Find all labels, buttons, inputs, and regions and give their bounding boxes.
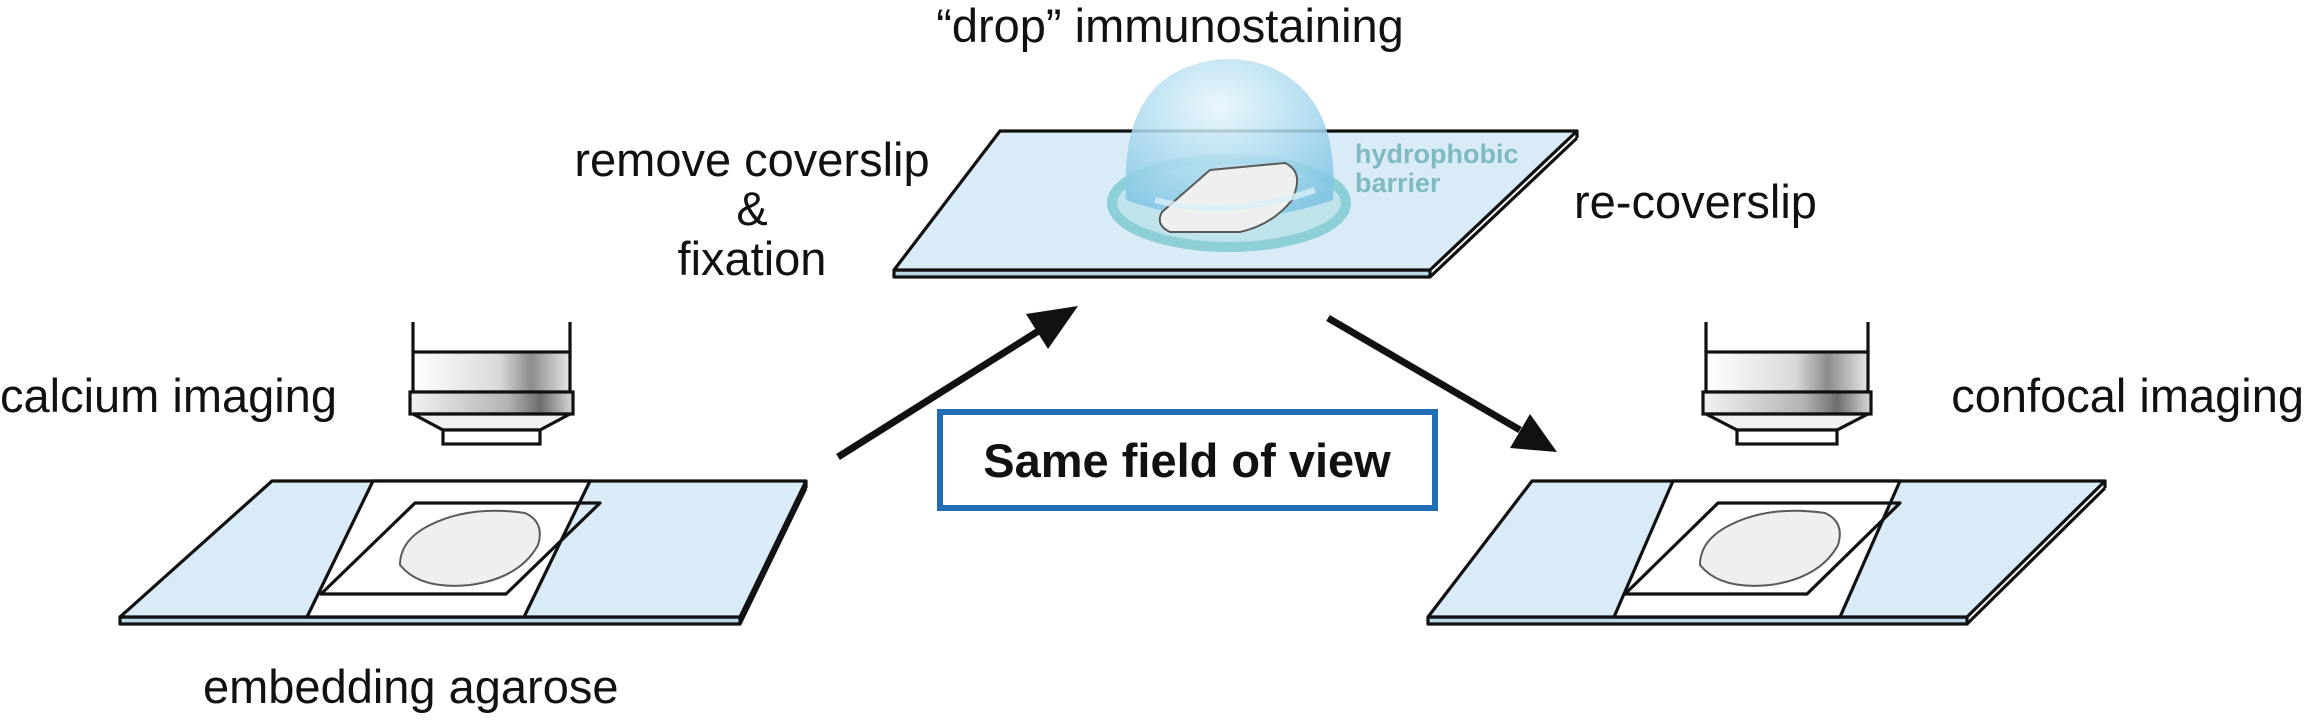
confocal-imaging-label: confocal imaging xyxy=(1951,369,2304,422)
hydrophobic-label: hydrophobic xyxy=(1355,139,1519,169)
barrier-label: barrier xyxy=(1355,168,1441,198)
tissue-section-right xyxy=(1698,509,1841,587)
fixation-label: fixation xyxy=(678,232,827,285)
same-field-box xyxy=(937,409,1438,511)
embedding-agarose-label: embedding agarose xyxy=(203,660,618,713)
stained-tissue xyxy=(1158,161,1299,233)
arrow-to-staining xyxy=(836,306,1078,460)
tissue-section xyxy=(398,509,541,587)
center-slide xyxy=(892,59,1579,279)
left-slide xyxy=(118,479,808,626)
coverslip-right xyxy=(1623,501,1902,596)
ampersand-label: & xyxy=(736,182,767,235)
right-objective xyxy=(1701,322,1873,446)
right-slide xyxy=(1426,479,2107,626)
drop-immunostaining-label: “drop” immunostaining xyxy=(936,0,1404,52)
left-objective xyxy=(408,322,575,446)
calcium-imaging-label: calcium imaging xyxy=(0,369,337,422)
coverslip xyxy=(319,501,602,596)
remove-coverslip-label: remove coverslip xyxy=(574,133,929,186)
same-field-of-view-label: Same field of view xyxy=(983,434,1391,487)
re-coverslip-label: re-coverslip xyxy=(1574,175,1817,228)
arrow-to-confocal xyxy=(1326,314,1557,452)
